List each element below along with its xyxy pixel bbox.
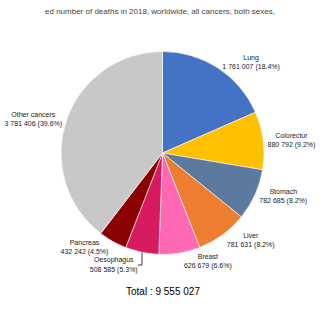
svg-text:Total : 9 555 027: Total : 9 555 027 (126, 286, 200, 297)
svg-text:Lung1 761 007 (18.4%): Lung1 761 007 (18.4%) (222, 54, 280, 71)
svg-text:Colorectur880 792 (9.2%): Colorectur880 792 (9.2%) (268, 132, 316, 149)
svg-text:Stomach782 685 (8.2%): Stomach782 685 (8.2%) (259, 188, 307, 205)
svg-text:ed number of deaths in 2018, w: ed number of deaths in 2018, worldwide, … (45, 7, 275, 16)
svg-text:Other cancers3 781 406 (39.6%): Other cancers3 781 406 (39.6%) (5, 111, 63, 128)
svg-text:Liver781 631 (8.2%): Liver781 631 (8.2%) (227, 232, 275, 249)
svg-text:Breast626 679 (6.6%): Breast626 679 (6.6%) (184, 253, 232, 270)
svg-text:Pancreas432 242 (4.5%): Pancreas432 242 (4.5%) (61, 239, 109, 256)
svg-text:Oesophagus508 585 (5.3%): Oesophagus508 585 (5.3%) (90, 256, 138, 273)
